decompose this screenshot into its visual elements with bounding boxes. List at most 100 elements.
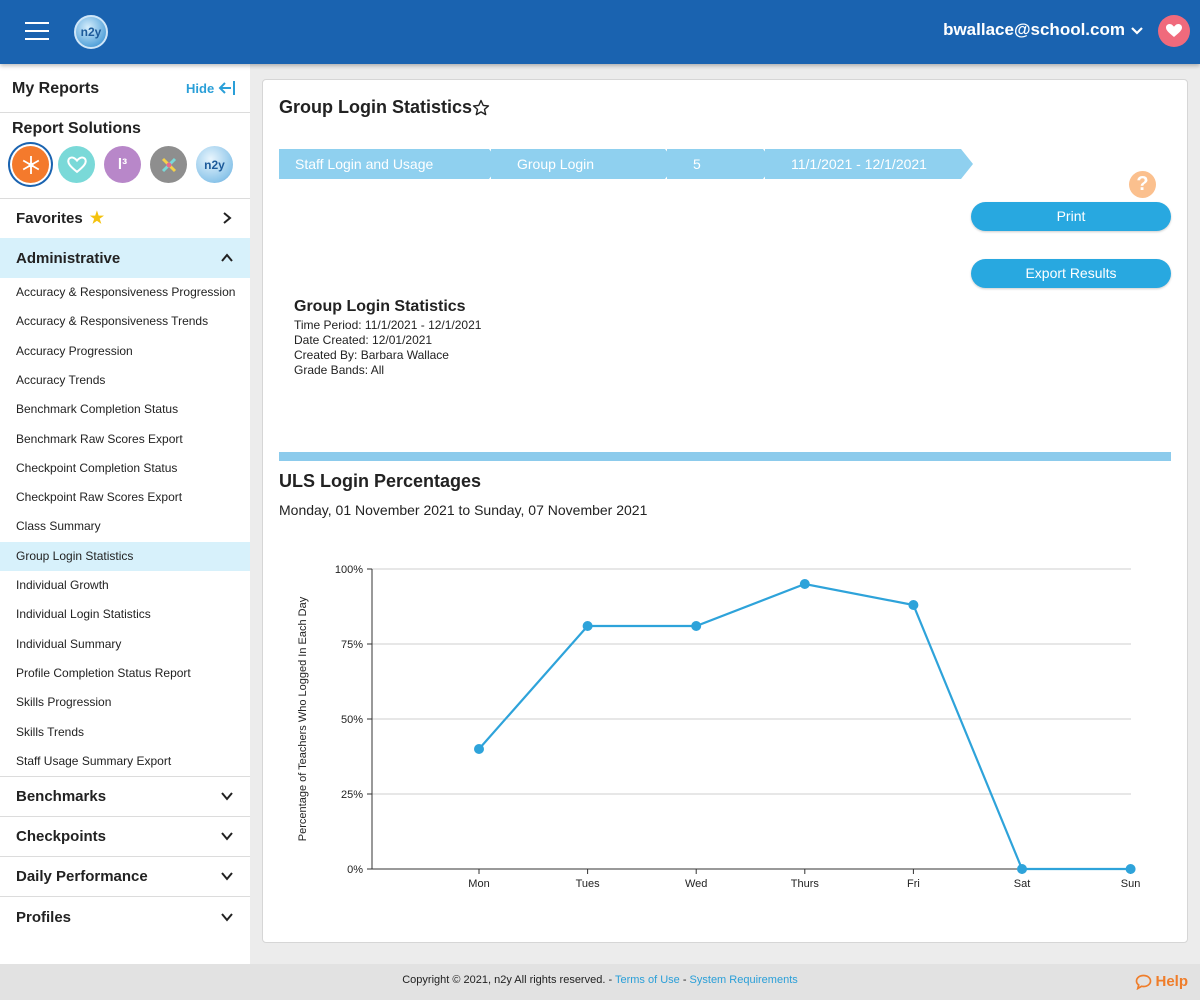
sidebar-section-favorites[interactable]: Favorites ★	[0, 198, 250, 238]
divider	[0, 816, 250, 817]
report-summary: Group Login Statistics Time Period: 11/1…	[294, 298, 481, 378]
chevron-right-icon	[223, 212, 232, 224]
hide-label: Hide	[186, 80, 215, 96]
summary-date-created: Date Created: 12/01/2021	[294, 333, 433, 347]
question-help-icon[interactable]: ?	[1129, 171, 1156, 198]
login-percentage-chart: 0% 25% 50% 75% 100% Mon Tues Wed Thurs Fri Sat Sun P…	[297, 564, 1141, 890]
divider	[0, 112, 250, 113]
y-axis-label: Percentage of Teachers Who Logged In Eac…	[297, 596, 309, 841]
sidebar-item-benchmark-raw-scores-export[interactable]: Benchmark Raw Scores Export	[16, 431, 183, 446]
heart-icon	[1166, 24, 1182, 37]
l3-solution-icon[interactable]: l³	[104, 146, 141, 183]
y-tick-label: 50%	[341, 714, 363, 726]
sidebar-item-accuracy-progression[interactable]: Accuracy Progression	[16, 343, 133, 358]
chat-bubble-icon	[1136, 974, 1152, 990]
colorful-cross-icon	[161, 157, 176, 172]
sidebar-section-benchmarks[interactable]: Benchmarks	[0, 776, 250, 816]
star-icon: ★	[89, 210, 105, 227]
sidebar-section-checkpoints[interactable]: Checkpoints	[0, 816, 250, 856]
export-results-button[interactable]: Export Results	[971, 259, 1171, 288]
y-tick-label: 75%	[341, 639, 363, 651]
breadcrumb-faculty[interactable]: 5 Faculty	[667, 149, 775, 202]
sidebar-item-checkpoint-completion-status[interactable]: Checkpoint Completion Status	[16, 460, 178, 475]
n2y-solution-icon[interactable]: n2y	[196, 146, 233, 183]
breadcrumb-date-range[interactable]: 11/1/2021 - 12/1/2021	[765, 149, 973, 179]
data-point-sat[interactable]	[1017, 864, 1027, 874]
cross-solution-icon[interactable]	[150, 146, 187, 183]
benchmarks-label: Benchmarks	[16, 787, 107, 805]
chart-title: ULS Login Percentages	[279, 471, 482, 491]
summary-time-period: Time Period: 11/1/2021 - 12/1/2021	[294, 318, 482, 332]
sidebar: My Reports Hide Report Solutions l³ n2y …	[0, 64, 250, 964]
summary-title: Group Login Statistics	[294, 298, 466, 315]
snowflake-icon	[22, 155, 39, 174]
x-tick-label: Fri	[907, 878, 920, 890]
chart-subtitle: Monday, 01 November 2021 to Sunday, 07 N…	[279, 502, 648, 518]
help-label: Help	[1155, 973, 1188, 990]
sidebar-item-group-login-statistics[interactable]: Group Login Statistics	[0, 541, 250, 571]
breadcrumb-group-login[interactable]: Group Login Statistics	[491, 149, 677, 202]
data-point-mon[interactable]	[474, 744, 484, 754]
sidebar-item-individual-growth[interactable]: Individual Growth	[16, 578, 109, 592]
print-button[interactable]: Print	[971, 202, 1171, 231]
divider	[0, 856, 250, 857]
system-requirements-link[interactable]: System Requirements	[689, 974, 798, 986]
y-tick-label: 25%	[341, 789, 363, 801]
sidebar-item-individual-summary[interactable]: Individual Summary	[16, 636, 122, 651]
chevron-down-icon	[221, 913, 233, 922]
sidebar-item-individual-login-statistics[interactable]: Individual Login Statistics	[16, 607, 151, 622]
favorites-label: Favorites	[16, 209, 83, 227]
x-tick-label: Mon	[468, 878, 489, 890]
administrative-label: Administrative	[16, 249, 121, 267]
sidebar-item-skills-progression[interactable]: Skills Progression	[16, 695, 112, 710]
sidebar-item-benchmark-completion-status[interactable]: Benchmark Completion Status	[16, 402, 179, 417]
heart-solution-icon[interactable]	[58, 146, 95, 183]
my-reports-heading: My Reports	[12, 80, 100, 97]
copyright-text: Copyright © 2021, n2y All rights reserve…	[402, 974, 615, 986]
series-line	[478, 582, 1131, 871]
sidebar-section-profiles[interactable]: Profiles	[0, 897, 250, 937]
x-tick-label: Sun	[1121, 878, 1141, 890]
x-tick-label: Wed	[685, 878, 707, 890]
top-bar: n2y bwallace@school.com	[0, 0, 1200, 64]
favorite-star-icon[interactable]	[472, 99, 490, 117]
data-point-tues[interactable]	[582, 621, 593, 631]
sidebar-item-class-summary[interactable]: Class Summary	[16, 519, 101, 534]
sidebar-section-daily-performance[interactable]: Daily Performance	[0, 856, 250, 896]
data-point-fri[interactable]	[908, 600, 919, 610]
x-tick-label: Sat	[1014, 878, 1031, 890]
breadcrumb-staff-login[interactable]: Staff Login and Usage Reports	[279, 149, 501, 202]
snowflake-solution-icon[interactable]	[12, 146, 49, 183]
sidebar-item-accuracy-trends[interactable]: Accuracy Trends	[16, 372, 106, 387]
sidebar-section-administrative[interactable]: Administrative	[0, 238, 250, 278]
heart-outline-icon	[66, 155, 87, 173]
user-email[interactable]: bwallace@school.com	[943, 20, 1125, 39]
checkpoints-label: Checkpoints	[16, 827, 107, 845]
data-point-sun[interactable]	[1125, 864, 1136, 874]
sidebar-item-profile-completion-status-report[interactable]: Profile Completion Status Report	[16, 665, 191, 680]
report-solutions-heading: Report Solutions	[12, 120, 141, 137]
hide-sidebar-button[interactable]: Hide	[186, 80, 236, 96]
help-button[interactable]: Help	[1135, 973, 1188, 990]
divider	[0, 198, 250, 199]
divider	[0, 776, 250, 777]
chevron-down-icon	[221, 792, 233, 801]
sidebar-item-staff-usage-summary-export[interactable]: Staff Usage Summary Export	[16, 753, 172, 768]
avatar[interactable]	[1158, 15, 1190, 47]
section-divider	[279, 452, 1171, 461]
chevron-down-icon[interactable]	[1130, 24, 1144, 38]
solution-icons: l³ n2y	[12, 146, 233, 183]
sidebar-item-checkpoint-raw-scores-export[interactable]: Checkpoint Raw Scores Export	[16, 490, 183, 505]
chevron-down-icon	[221, 832, 233, 841]
chevron-up-icon	[221, 253, 233, 262]
sidebar-item-accuracy-responsiveness-progression[interactable]: Accuracy & Responsiveness Progression	[16, 285, 236, 299]
sidebar-item-skills-trends[interactable]: Skills Trends	[16, 724, 85, 739]
footer-separator: -	[679, 974, 690, 986]
data-point-wed[interactable]	[691, 621, 702, 631]
sidebar-item-accuracy-responsiveness-trends[interactable]: Accuracy & Responsiveness Trends	[16, 314, 209, 329]
terms-of-use-link[interactable]: Terms of Use	[614, 974, 680, 986]
n2y-logo[interactable]: n2y	[74, 15, 108, 49]
hamburger-menu-icon[interactable]	[25, 22, 49, 40]
data-point-thurs[interactable]	[799, 579, 810, 589]
footer-text: Copyright © 2021, n2y All rights reserve…	[0, 974, 1200, 986]
